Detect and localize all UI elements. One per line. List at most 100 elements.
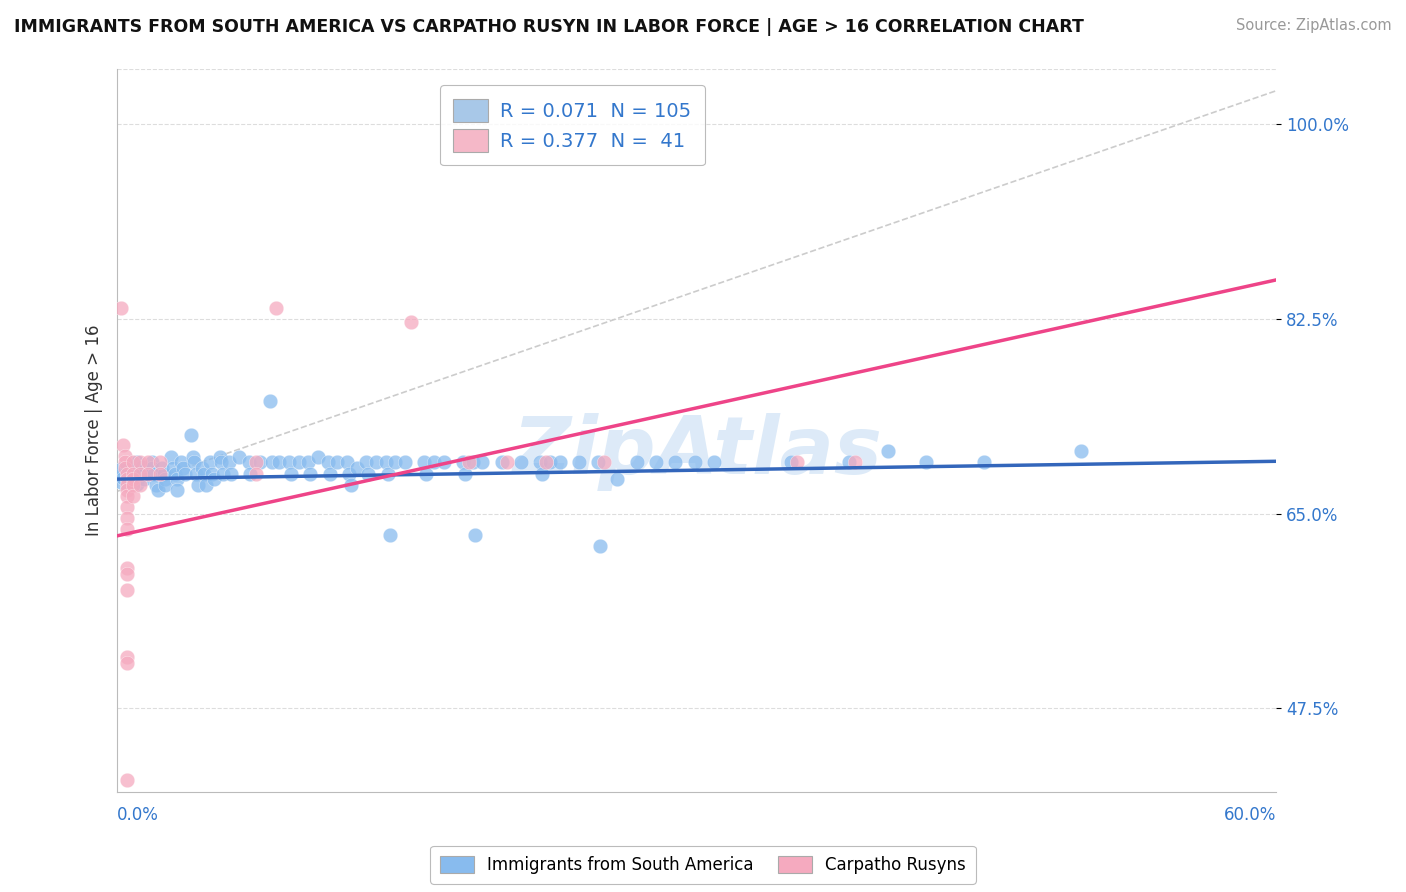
Point: [115, 500, 138, 514]
Point: [534, 455, 557, 469]
Point: [114, 449, 136, 463]
Point: [141, 461, 163, 475]
Point: [364, 455, 387, 469]
Point: [131, 459, 153, 474]
Point: [211, 455, 233, 469]
Point: [645, 455, 668, 469]
Point: [115, 483, 138, 498]
Point: [374, 455, 396, 469]
Text: 60.0%: 60.0%: [1223, 806, 1277, 824]
Point: [245, 467, 267, 481]
Point: [838, 455, 860, 469]
Point: [346, 461, 368, 475]
Point: [208, 450, 231, 464]
Point: [172, 461, 194, 475]
Point: [125, 466, 148, 480]
Point: [155, 472, 177, 486]
Point: [181, 450, 204, 464]
Point: [115, 477, 138, 491]
Point: [110, 467, 132, 482]
Point: [195, 477, 218, 491]
Point: [149, 467, 172, 481]
Point: [249, 455, 271, 469]
Text: IMMIGRANTS FROM SOUTH AMERICA VS CARPATHO RUSYN IN LABOR FORCE | AGE > 16 CORREL: IMMIGRANTS FROM SOUTH AMERICA VS CARPATH…: [14, 18, 1084, 36]
Point: [110, 462, 132, 476]
Point: [115, 472, 138, 486]
Point: [160, 450, 183, 464]
Point: [114, 461, 136, 475]
Point: [589, 539, 612, 553]
Point: [115, 459, 138, 474]
Point: [463, 527, 485, 541]
Point: [134, 472, 156, 486]
Point: [149, 455, 172, 469]
Point: [259, 394, 281, 409]
Point: [496, 455, 519, 469]
Point: [115, 566, 138, 581]
Point: [121, 489, 143, 503]
Point: [626, 455, 648, 469]
Point: [186, 467, 208, 481]
Point: [125, 455, 148, 469]
Point: [915, 455, 938, 469]
Point: [129, 477, 152, 491]
Point: [299, 467, 322, 481]
Point: [115, 656, 138, 670]
Point: [191, 461, 214, 475]
Point: [287, 455, 309, 469]
Point: [413, 455, 436, 469]
Point: [170, 455, 193, 469]
Point: [326, 455, 349, 469]
Point: [110, 475, 132, 490]
Point: [115, 511, 138, 525]
Point: [973, 455, 995, 469]
Point: [125, 472, 148, 486]
Point: [166, 483, 188, 498]
Point: [141, 455, 163, 469]
Point: [586, 455, 609, 469]
Point: [703, 455, 725, 469]
Point: [136, 467, 159, 481]
Point: [219, 467, 242, 481]
Point: [876, 444, 898, 458]
Point: [548, 455, 571, 469]
Point: [394, 455, 416, 469]
Point: [451, 455, 474, 469]
Point: [166, 472, 188, 486]
Point: [606, 472, 628, 486]
Point: [201, 467, 224, 481]
Point: [121, 472, 143, 486]
Point: [146, 483, 169, 498]
Point: [118, 466, 141, 480]
Point: [115, 583, 138, 598]
Point: [152, 467, 174, 481]
Legend: Immigrants from South America, Carpatho Rusyns: Immigrants from South America, Carpatho …: [430, 846, 976, 884]
Point: [844, 455, 866, 469]
Text: ZipAtlas: ZipAtlas: [512, 413, 882, 491]
Point: [307, 450, 329, 464]
Point: [786, 455, 808, 469]
Point: [228, 450, 250, 464]
Point: [150, 461, 173, 475]
Point: [136, 455, 159, 469]
Point: [187, 477, 209, 491]
Point: [180, 427, 202, 442]
Point: [356, 455, 378, 469]
Point: [683, 455, 706, 469]
Text: Source: ZipAtlas.com: Source: ZipAtlas.com: [1236, 18, 1392, 33]
Point: [218, 455, 240, 469]
Point: [399, 315, 422, 329]
Point: [115, 471, 138, 485]
Point: [115, 522, 138, 536]
Point: [278, 455, 301, 469]
Point: [111, 437, 134, 451]
Point: [336, 455, 359, 469]
Point: [337, 467, 360, 481]
Point: [245, 455, 267, 469]
Legend: R = 0.071  N = 105, R = 0.377  N =  41: R = 0.071 N = 105, R = 0.377 N = 41: [440, 86, 704, 165]
Point: [264, 301, 287, 315]
Point: [239, 467, 262, 481]
Point: [457, 455, 479, 469]
Point: [125, 476, 148, 491]
Point: [173, 467, 195, 481]
